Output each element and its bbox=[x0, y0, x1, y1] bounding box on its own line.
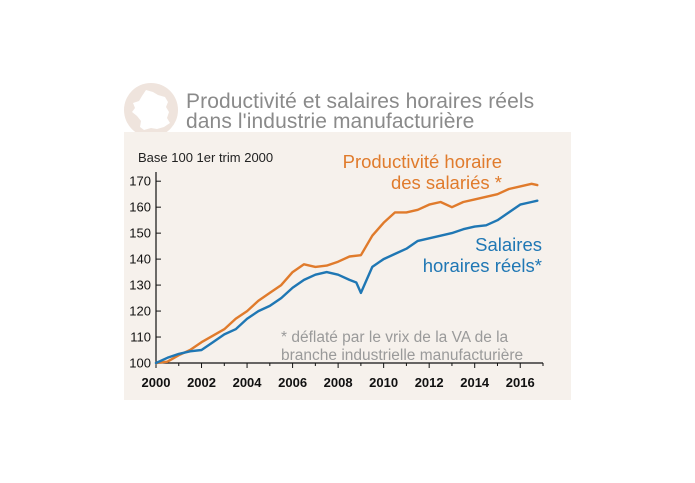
x-tick-label: 2006 bbox=[278, 375, 307, 390]
y-tick-label: 150 bbox=[129, 226, 151, 241]
france-map-icon bbox=[132, 90, 170, 130]
series-label-productivity-line-1: Productivité horaire bbox=[343, 151, 502, 172]
y-tick-label: 100 bbox=[129, 356, 151, 371]
chart-lines bbox=[154, 182, 539, 365]
series-label-wages-line-1: Salaires bbox=[475, 234, 542, 255]
x-tick-label: 2000 bbox=[142, 375, 171, 390]
chart-title-line-2: dans l'industrie manufacturière bbox=[186, 110, 475, 133]
x-tick-label: 2010 bbox=[369, 375, 398, 390]
chart-note-line-1: * déflaté par le vrix de la VA de la bbox=[281, 329, 509, 346]
x-tick-label: 2012 bbox=[415, 375, 444, 390]
y-tick-label: 110 bbox=[130, 330, 151, 345]
x-tick-label: 2004 bbox=[233, 375, 263, 390]
series-line-wages bbox=[154, 199, 539, 365]
y-tick-label: 130 bbox=[129, 278, 151, 293]
header-badge bbox=[124, 83, 178, 137]
x-tick-label: 2014 bbox=[460, 375, 490, 390]
x-tick-label: 2016 bbox=[506, 375, 535, 390]
series-label-productivity-line-2: des salariés * bbox=[391, 172, 502, 193]
chart-axes: 100 110 120 130 140 150 160 170 2000 2002 2004 2006… bbox=[129, 172, 544, 390]
y-tick-label: 120 bbox=[129, 304, 151, 319]
y-tick-label: 160 bbox=[129, 200, 151, 215]
x-tick-label: 2008 bbox=[324, 375, 353, 390]
y-tick-label: 140 bbox=[129, 252, 151, 267]
x-tick-label: 2002 bbox=[187, 375, 216, 390]
series-line-productivity bbox=[154, 182, 539, 365]
y-tick-label: 170 bbox=[129, 174, 151, 189]
base-label: Base 100 1er trim 2000 bbox=[138, 150, 273, 165]
line-chart: Base 100 1er trim 2000 100 110 120 130 140 15… bbox=[129, 150, 544, 390]
chart-panel: Base 100 1er trim 2000 100 110 120 130 140 15… bbox=[124, 132, 571, 400]
chart-note-line-2: branche industrielle manufacturière bbox=[281, 347, 523, 364]
chart-title-line-1: Productivité et salaires horaires réels bbox=[186, 90, 535, 113]
series-label-wages-line-2: horaires réels* bbox=[423, 255, 542, 276]
